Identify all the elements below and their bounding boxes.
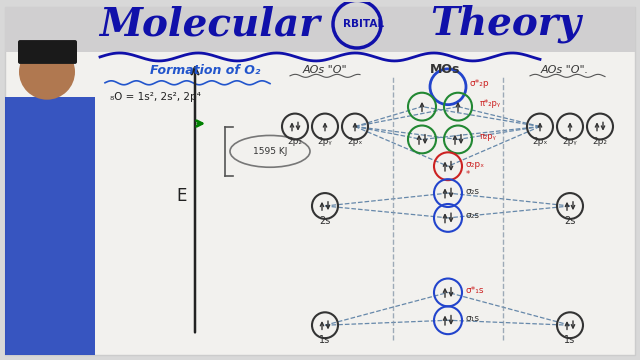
Text: σ₁s: σ₁s — [466, 314, 480, 323]
Text: σ*₁s: σ*₁s — [466, 286, 484, 295]
Text: AOs "O": AOs "O" — [303, 65, 348, 75]
Text: σ₂s: σ₂s — [466, 186, 480, 195]
Text: 2pᵧ: 2pᵧ — [317, 138, 332, 147]
Text: 2pₓ: 2pₓ — [532, 138, 548, 147]
Text: RBITAL: RBITAL — [343, 19, 384, 29]
Text: 2pᵧ: 2pᵧ — [563, 138, 577, 147]
Text: Molecular: Molecular — [99, 5, 320, 43]
Text: 2s: 2s — [564, 216, 576, 226]
Text: ₈O = 1s², 2s², 2p⁴: ₈O = 1s², 2s², 2p⁴ — [110, 92, 201, 102]
Text: Theory: Theory — [430, 5, 581, 44]
Circle shape — [19, 44, 75, 100]
FancyBboxPatch shape — [5, 7, 635, 52]
Text: Formation of O₂: Formation of O₂ — [150, 64, 260, 77]
Text: σ*₂p: σ*₂p — [470, 79, 490, 88]
Text: AOs "O".: AOs "O". — [541, 65, 589, 75]
Text: 2p₂: 2p₂ — [287, 138, 303, 147]
Text: 2pₓ: 2pₓ — [348, 138, 363, 147]
Text: σ₂s: σ₂s — [466, 211, 480, 220]
FancyBboxPatch shape — [5, 7, 635, 355]
Text: MOs: MOs — [430, 63, 460, 76]
Text: π*₂pᵧ: π*₂pᵧ — [480, 99, 501, 108]
Text: 2p₂: 2p₂ — [593, 138, 607, 147]
Text: E: E — [177, 187, 187, 205]
Text: σ₂pₓ: σ₂pₓ — [466, 160, 485, 169]
Text: 1s: 1s — [319, 335, 331, 345]
Text: 1s: 1s — [564, 335, 575, 345]
Text: π₂pᵧ: π₂pᵧ — [480, 132, 497, 141]
FancyBboxPatch shape — [5, 97, 95, 355]
Text: 2s: 2s — [319, 216, 331, 226]
FancyBboxPatch shape — [18, 40, 77, 64]
Text: 1595 KJ: 1595 KJ — [253, 147, 287, 156]
Text: *: * — [466, 170, 470, 179]
